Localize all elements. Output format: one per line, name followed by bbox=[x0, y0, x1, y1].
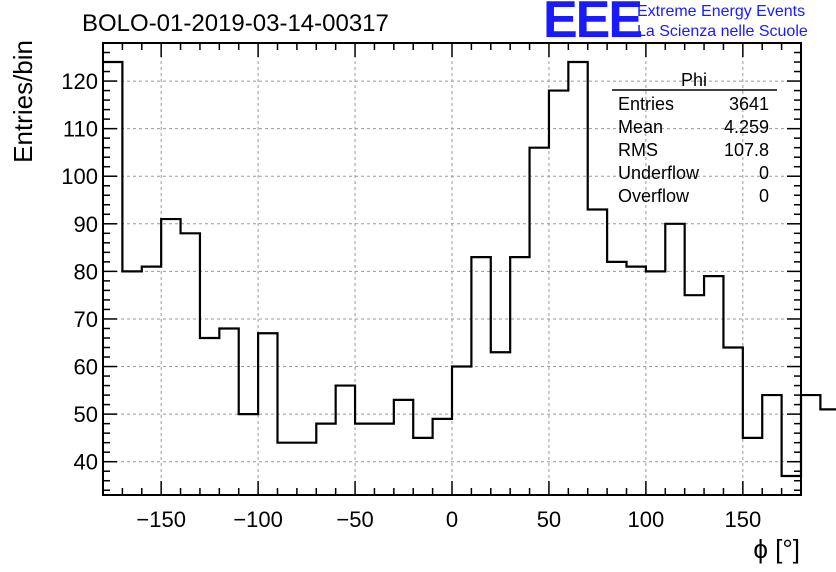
stats-row-value: 107.8 bbox=[724, 140, 769, 160]
axis-ticks bbox=[102, 42, 802, 495]
stats-row-value: 3641 bbox=[729, 94, 769, 114]
x-tick-label: −100 bbox=[233, 507, 283, 532]
y-tick-label: 120 bbox=[61, 69, 98, 94]
y-tick-label: 110 bbox=[63, 117, 98, 142]
y-axis-title: Entries/bin bbox=[8, 40, 38, 163]
stats-row-label: Underflow bbox=[618, 163, 700, 183]
stats-row-value: 4.259 bbox=[724, 117, 769, 137]
y-tick-label: 70 bbox=[74, 307, 98, 332]
logo-caption: Extreme Energy Events La Scienza nelle S… bbox=[637, 2, 808, 42]
stats-row-label: RMS bbox=[618, 140, 658, 160]
x-axis-title: ϕ [°] bbox=[753, 534, 800, 564]
x-tick-label: 100 bbox=[628, 507, 665, 532]
chart-title: BOLO-01-2019-03-14-00317 bbox=[82, 10, 389, 37]
y-tick-label: 60 bbox=[74, 355, 98, 380]
eee-logo: EEE bbox=[543, 0, 643, 49]
y-tick-labels: 40 50 60 70 80 90 100 110 120 bbox=[61, 69, 98, 475]
y-tick-label: 40 bbox=[74, 450, 98, 475]
y-tick-label: 90 bbox=[74, 212, 98, 237]
logo-caption-line1: Extreme Energy Events bbox=[637, 3, 806, 20]
logo-caption-line2: La Scienza nelle Scuole bbox=[637, 23, 808, 40]
stats-row-label: Entries bbox=[618, 94, 674, 114]
stats-box: Phi Entries 3641 Mean 4.259 RMS 107.8 Underflo… bbox=[612, 70, 777, 206]
histogram-series bbox=[103, 60, 836, 478]
stats-rows: Entries 3641 Mean 4.259 RMS 107.8 Underflow 0 Ov… bbox=[618, 94, 769, 206]
x-tick-label: −50 bbox=[336, 507, 373, 532]
stats-row-label: Mean bbox=[618, 117, 663, 137]
y-tick-label: 50 bbox=[74, 402, 98, 427]
stats-row-label: Overflow bbox=[618, 186, 690, 206]
stats-box-name: Phi bbox=[681, 70, 707, 90]
y-tick-label: 100 bbox=[61, 164, 98, 189]
stats-row-value: 0 bbox=[759, 186, 769, 206]
y-tick-label: 80 bbox=[74, 259, 98, 284]
x-tick-label: 50 bbox=[537, 507, 561, 532]
x-tick-label: −150 bbox=[136, 507, 186, 532]
stats-row-value: 0 bbox=[759, 163, 769, 183]
x-tick-label: 150 bbox=[724, 507, 761, 532]
x-tick-label: 0 bbox=[446, 507, 458, 532]
grid-lines bbox=[103, 43, 801, 495]
x-tick-labels: −150 −100 −50 0 50 100 150 bbox=[136, 507, 761, 532]
